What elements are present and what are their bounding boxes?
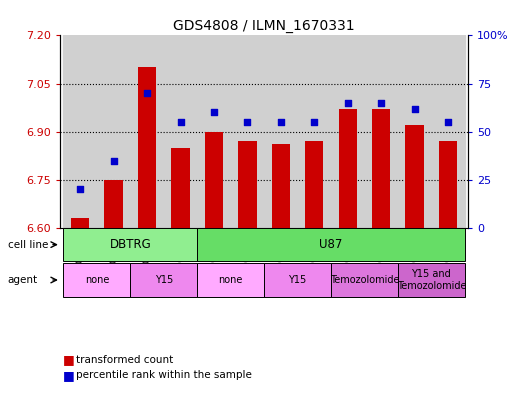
Point <box>277 119 285 125</box>
Bar <box>97 35 130 228</box>
Bar <box>130 263 197 297</box>
Point <box>76 186 84 193</box>
Text: ■: ■ <box>63 369 74 382</box>
Text: Temozolomide: Temozolomide <box>329 275 399 285</box>
Point <box>176 119 185 125</box>
Point <box>310 119 319 125</box>
Bar <box>205 132 223 228</box>
Bar <box>271 145 290 228</box>
Bar <box>71 218 89 228</box>
Text: transformed count: transformed count <box>76 354 173 365</box>
Bar <box>405 125 424 228</box>
Text: Y15: Y15 <box>155 275 173 285</box>
Bar <box>63 228 197 261</box>
Text: none: none <box>85 275 109 285</box>
Text: DBTRG: DBTRG <box>109 238 151 251</box>
Bar <box>172 148 190 228</box>
Bar <box>197 228 465 261</box>
Bar <box>63 35 97 228</box>
Bar <box>338 109 357 228</box>
Bar <box>439 141 457 228</box>
Bar <box>331 263 398 297</box>
Bar <box>398 35 431 228</box>
Point <box>143 90 151 96</box>
Bar <box>298 35 331 228</box>
Bar <box>264 35 298 228</box>
Bar <box>398 263 465 297</box>
Point <box>411 105 419 112</box>
Bar <box>431 35 465 228</box>
Text: none: none <box>219 275 243 285</box>
Text: percentile rank within the sample: percentile rank within the sample <box>76 370 252 380</box>
Text: U87: U87 <box>320 238 343 251</box>
Text: Y15: Y15 <box>288 275 306 285</box>
Point <box>109 158 118 164</box>
Bar <box>305 141 323 228</box>
Text: cell line: cell line <box>8 240 48 250</box>
Point <box>243 119 252 125</box>
Bar <box>231 35 264 228</box>
Text: ■: ■ <box>63 353 74 366</box>
Bar <box>365 35 398 228</box>
Bar <box>63 263 130 297</box>
Point <box>210 109 218 116</box>
Point <box>377 99 385 106</box>
Text: agent: agent <box>8 275 38 285</box>
Bar <box>372 109 390 228</box>
Title: GDS4808 / ILMN_1670331: GDS4808 / ILMN_1670331 <box>173 19 355 33</box>
Point <box>444 119 452 125</box>
Bar <box>130 35 164 228</box>
Bar <box>197 263 264 297</box>
Bar <box>264 263 331 297</box>
Bar <box>238 141 257 228</box>
Bar <box>331 35 365 228</box>
Text: Y15 and
Temozolomide: Y15 and Temozolomide <box>396 269 466 291</box>
Bar <box>138 68 156 228</box>
Bar <box>197 35 231 228</box>
Bar <box>164 35 197 228</box>
Bar <box>105 180 123 228</box>
Point <box>344 99 352 106</box>
